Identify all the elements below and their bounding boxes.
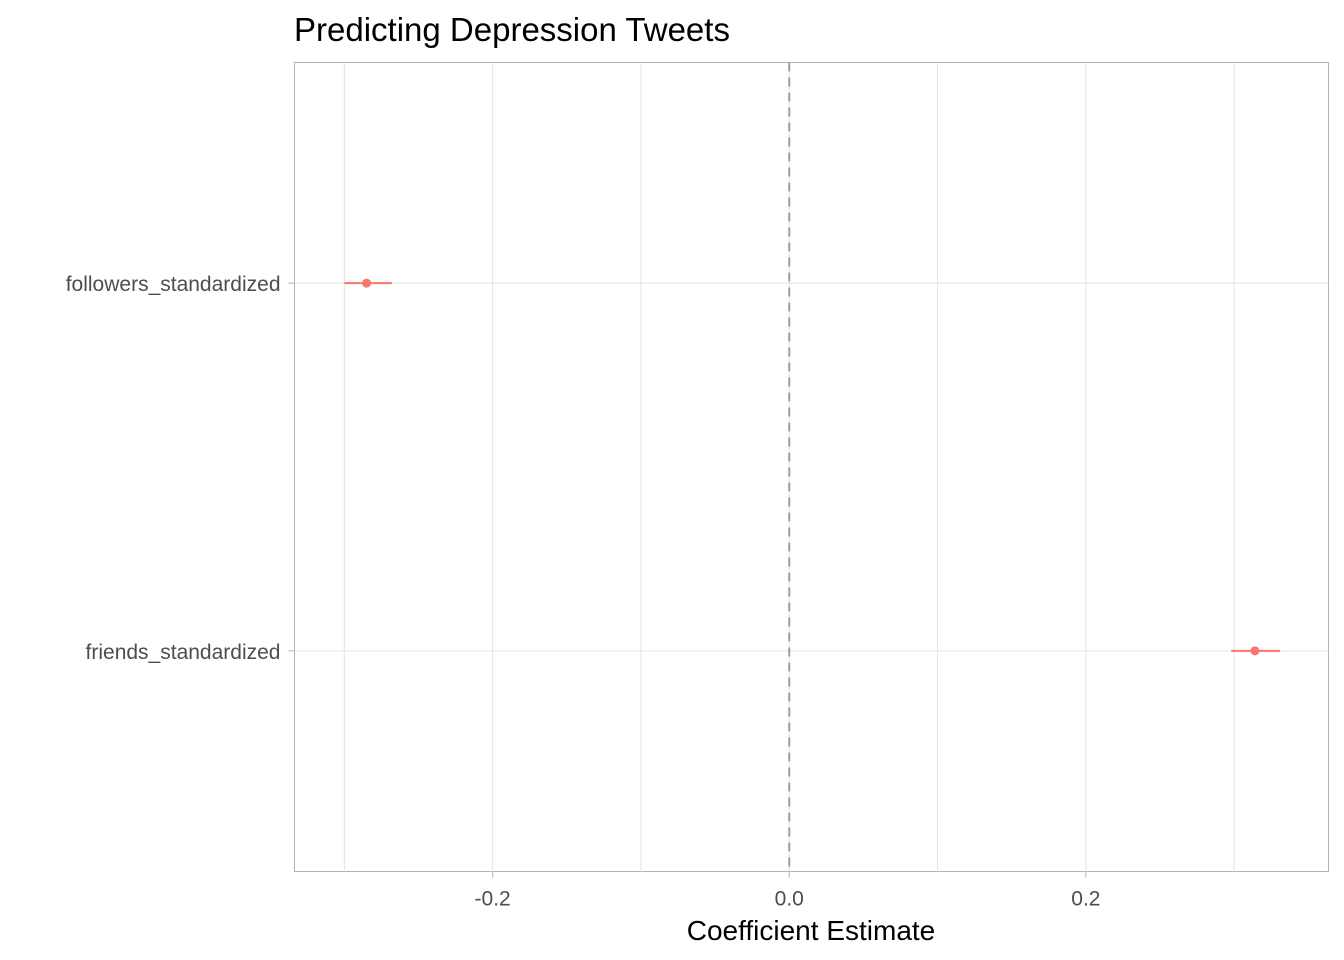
x-tick-label: 0.2 xyxy=(1071,888,1100,911)
plot-panel xyxy=(294,62,1329,872)
coefficient-marks xyxy=(344,278,1281,656)
y-axis-ticks: followers_standardized friends_standardiz… xyxy=(66,273,295,664)
x-axis-title: Coefficient Estimate xyxy=(687,915,936,946)
coefficient-point xyxy=(1250,646,1260,656)
y-tick-label: friends_standardized xyxy=(86,641,281,664)
x-tick-label: 0.0 xyxy=(775,888,804,911)
coefficient-point xyxy=(362,278,372,288)
grid-lines xyxy=(294,62,1329,872)
chart-title: Predicting Depression Tweets xyxy=(294,11,730,48)
x-tick-label: -0.2 xyxy=(475,888,511,911)
x-axis-ticks: -0.2 0.0 0.2 xyxy=(475,871,1100,911)
y-tick-label: followers_standardized xyxy=(66,273,281,296)
